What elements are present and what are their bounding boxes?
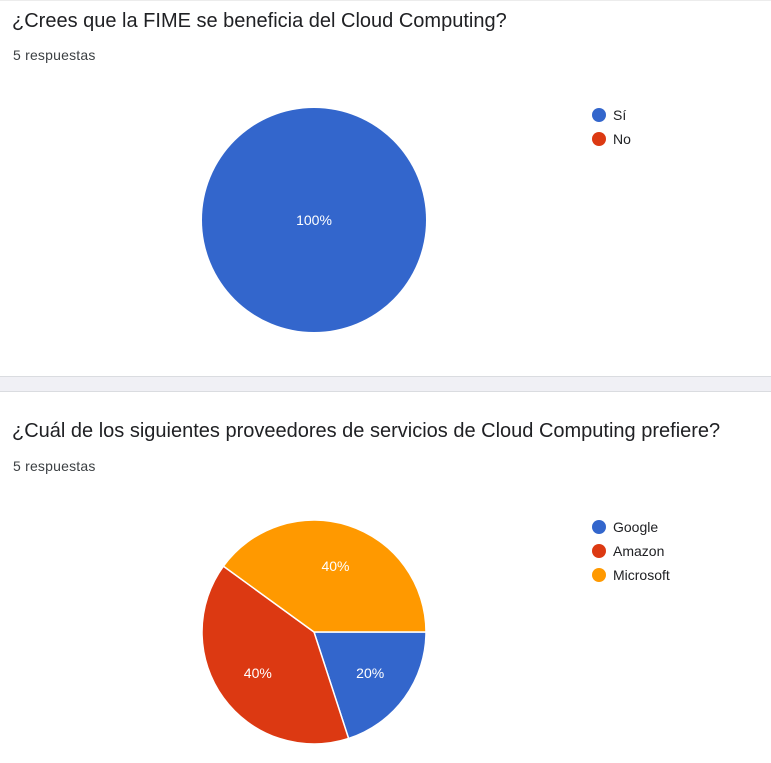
legend-item[interactable]: Amazon	[592, 539, 670, 563]
legend-item[interactable]: Google	[592, 515, 670, 539]
card-separator	[0, 376, 771, 392]
pie-chart: 20% 40% 40%	[201, 519, 427, 745]
legend-swatch-icon	[592, 568, 606, 582]
legend-label: Amazon	[613, 543, 665, 559]
legend-label: Google	[613, 519, 659, 535]
question-title: ¿Crees que la FIME se beneficia del Clou…	[12, 10, 507, 32]
legend-label: Sí	[613, 107, 627, 123]
pie-chart: 100%	[202, 108, 426, 332]
legend-label: Microsoft	[613, 567, 670, 583]
legend-item[interactable]: Sí	[592, 103, 631, 127]
pie-slice-microsoft[interactable]	[222, 519, 427, 633]
legend-label: No	[613, 131, 631, 147]
legend-swatch-icon	[592, 544, 606, 558]
chart-legend: Sí No	[592, 103, 631, 151]
legend-swatch-icon	[592, 520, 606, 534]
pie-slice-sí[interactable]	[202, 108, 426, 332]
legend-swatch-icon	[592, 132, 606, 146]
response-count: 5 respuestas	[13, 458, 96, 474]
pie-slice-google[interactable]	[312, 631, 427, 740]
slice-label: 20%	[356, 665, 384, 681]
slice-label: 40%	[321, 558, 349, 574]
pie-slice-amazon[interactable]	[201, 565, 350, 745]
slice-label: 40%	[244, 665, 272, 681]
legend-item[interactable]: Microsoft	[592, 563, 670, 587]
question-card-1: ¿Crees que la FIME se beneficia del Clou…	[0, 0, 771, 376]
legend-item[interactable]: No	[592, 127, 631, 151]
slice-label: 100%	[296, 212, 332, 228]
question-card-2: ¿Cuál de los siguientes proveedores de s…	[0, 392, 771, 763]
chart-legend: Google Amazon Microsoft	[592, 515, 670, 587]
question-title: ¿Cuál de los siguientes proveedores de s…	[12, 420, 721, 442]
legend-swatch-icon	[592, 108, 606, 122]
response-count: 5 respuestas	[13, 47, 96, 63]
